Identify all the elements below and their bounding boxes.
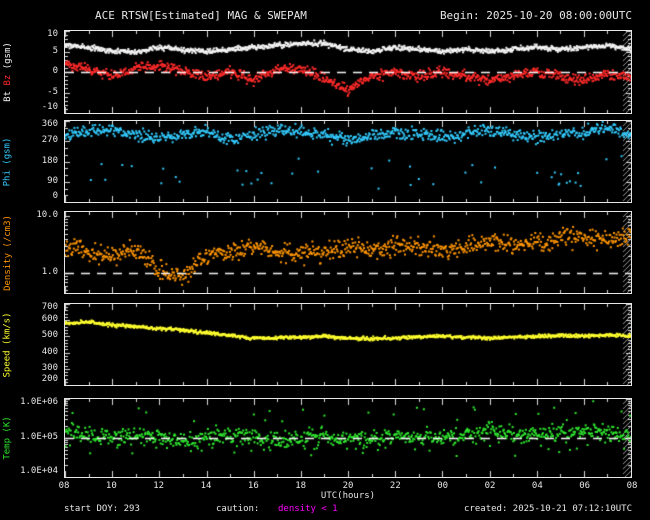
y-tick-label: 0 bbox=[52, 191, 58, 201]
y-tick-label: 90 bbox=[47, 175, 58, 186]
mag-y-tick-labels: 10 5 0 -5 -10 bbox=[15, 30, 62, 114]
panel-temp: Temp (K) 1.0E+06 1.0E+05 1.0E+04 bbox=[0, 398, 650, 478]
density-y-axis-label: Density (/cm3) bbox=[0, 211, 15, 294]
x-tick-label: 12 bbox=[153, 481, 165, 491]
y-tick-label: 1.0E+04 bbox=[20, 466, 58, 476]
mag-plot-frame bbox=[64, 30, 632, 114]
y-tick-label: 270 bbox=[41, 135, 58, 146]
temp-y-axis-label: Temp (K) bbox=[0, 398, 15, 478]
density-plot-frame bbox=[64, 211, 632, 294]
mag-y-axis-label: Bt Bz (gsm) bbox=[0, 30, 15, 114]
y-axis-label-part: Bz bbox=[2, 74, 13, 91]
x-axis-title: UTC(hours) bbox=[320, 491, 376, 501]
x-tick-label: 04 bbox=[531, 481, 543, 491]
y-tick-label: 10.0 bbox=[36, 210, 58, 221]
x-tick-label: 18 bbox=[295, 481, 307, 491]
y-tick-label: 500 bbox=[41, 330, 58, 341]
y-tick-label: 5 bbox=[52, 45, 58, 56]
x-tick-label: 06 bbox=[579, 481, 591, 491]
y-tick-label: 1.0E+05 bbox=[20, 432, 58, 442]
x-tick-label: 10 bbox=[105, 481, 117, 491]
x-tick-label: 22 bbox=[389, 481, 401, 491]
x-tick-label: 14 bbox=[200, 481, 212, 491]
y-tick-label: 400 bbox=[41, 346, 58, 357]
temp-y-tick-labels: 1.0E+06 1.0E+05 1.0E+04 bbox=[15, 398, 62, 478]
x-tick-label: 08 bbox=[626, 481, 638, 491]
x-tick-label: 16 bbox=[247, 481, 259, 491]
y-tick-label: 1.0 bbox=[41, 267, 58, 278]
temp-plot-frame bbox=[64, 398, 632, 478]
phi-plot-canvas bbox=[65, 121, 631, 202]
temp-plot-canvas bbox=[65, 399, 631, 477]
y-tick-label: 0 bbox=[52, 66, 58, 76]
phi-plot-frame bbox=[64, 120, 632, 203]
y-tick-label: 10 bbox=[47, 29, 58, 39]
speed-plot-canvas bbox=[65, 304, 631, 385]
begin-timestamp: Begin: 2025-10-20 08:00:00UTC bbox=[439, 9, 632, 22]
density-y-tick-labels: 10.0 1.0 bbox=[15, 211, 62, 294]
density-plot-canvas bbox=[65, 212, 631, 293]
caution-label: caution: bbox=[216, 504, 260, 514]
y-axis-label-part: Phi (gsm) bbox=[2, 137, 13, 186]
speed-y-axis-label: Speed (km/s) bbox=[0, 303, 15, 386]
y-axis-label-part: Bt bbox=[2, 90, 13, 102]
y-tick-label: 700 bbox=[41, 302, 58, 312]
caution-value: density < 1 bbox=[278, 504, 338, 514]
plot-title: ACE RTSW[Estimated] MAG & SWEPAM bbox=[95, 9, 307, 22]
y-tick-label: 180 bbox=[41, 155, 58, 166]
y-axis-label-part: (gsm) bbox=[2, 42, 13, 75]
y-tick-label: 200 bbox=[41, 374, 58, 384]
start-doy-label: start DOY: 293 bbox=[64, 504, 140, 514]
y-axis-label-part: Speed (km/s) bbox=[2, 311, 13, 378]
y-tick-label: 300 bbox=[41, 362, 58, 373]
y-tick-label: -10 bbox=[41, 102, 58, 112]
y-tick-label: 600 bbox=[41, 314, 58, 325]
panel-phi: Phi (gsm) 360 270 180 90 0 bbox=[0, 120, 650, 203]
speed-y-tick-labels: 700 600 500 400 300 200 bbox=[15, 303, 62, 386]
panel-speed: Speed (km/s) 700 600 500 400 300 200 bbox=[0, 303, 650, 386]
phi-y-axis-label: Phi (gsm) bbox=[0, 120, 15, 203]
created-timestamp: created: 2025-10-21 07:12:10UTC bbox=[464, 504, 632, 514]
x-tick-label: 20 bbox=[342, 481, 354, 491]
x-tick-label: 02 bbox=[484, 481, 496, 491]
speed-plot-frame bbox=[64, 303, 632, 386]
y-axis-label-part: Temp (K) bbox=[2, 416, 13, 460]
phi-y-tick-labels: 360 270 180 90 0 bbox=[15, 120, 62, 203]
y-tick-label: -5 bbox=[47, 86, 58, 97]
panel-density: Density (/cm3) 10.0 1.0 bbox=[0, 211, 650, 294]
panel-mag: Bt Bz (gsm) 10 5 0 -5 -10 bbox=[0, 30, 650, 114]
x-tick-label: 00 bbox=[437, 481, 449, 491]
x-tick-label: 08 bbox=[58, 481, 70, 491]
y-axis-label-part: Density (/cm3) bbox=[2, 214, 13, 291]
mag-plot-canvas bbox=[65, 31, 631, 113]
y-tick-label: 1.0E+06 bbox=[20, 397, 58, 407]
y-tick-label: 360 bbox=[41, 119, 58, 129]
